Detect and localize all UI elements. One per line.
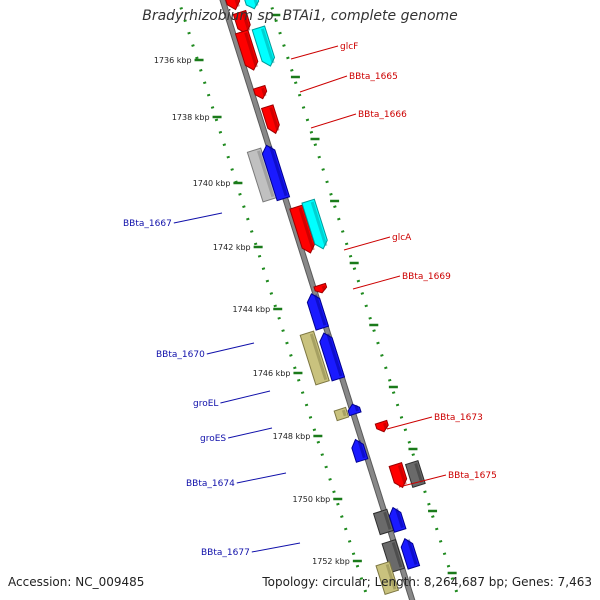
- gene-feature-14: [299, 330, 330, 386]
- gene-feature-20: [388, 461, 408, 489]
- leader-left-4: [228, 427, 273, 439]
- gene-feature-7: [260, 104, 280, 135]
- gene-feature-13: [306, 293, 330, 331]
- outer-ring-left: [177, 0, 370, 600]
- gene-feature-11: [301, 198, 328, 250]
- leader-left-2: [206, 342, 255, 355]
- leader-right-3: [310, 113, 357, 129]
- accession-text: Accession: NC_009485: [8, 575, 145, 589]
- position-label-5: 1744 kbp: [233, 305, 271, 314]
- outer-ring-right: [268, 0, 461, 600]
- position-label-3: 1740 kbp: [193, 179, 231, 188]
- gene-label-left-3: groEL: [193, 399, 218, 409]
- gene-feature-16: [333, 406, 350, 422]
- gene-feature-21: [404, 459, 426, 489]
- gene-label-left-1: BBta_1667: [123, 219, 172, 229]
- gene-feature-26: [375, 560, 400, 596]
- gene-feature-12: [313, 282, 328, 294]
- gene-label-left-5: BBta_1674: [186, 479, 235, 489]
- gene-feature-6: [252, 84, 268, 100]
- gene-label-right-3: BBta_1666: [358, 110, 407, 120]
- leader-left-3: [220, 390, 271, 404]
- position-label-8: 1750 kbp: [293, 495, 331, 504]
- position-label-7: 1748 kbp: [273, 432, 311, 441]
- gene-feature-15: [319, 332, 346, 382]
- gene-feature-1: [232, 9, 251, 35]
- gene-label-right-4: glcA: [392, 233, 412, 243]
- gene-feature-9: [261, 144, 291, 202]
- genome-title: Bradyrhizobium sp. BTAi1, complete genom…: [142, 8, 458, 24]
- gene-label-right-2: BBta_1665: [349, 72, 398, 82]
- gene-label-left-6: BBta_1677: [201, 548, 250, 558]
- leader-left-6: [251, 542, 301, 553]
- gene-label-right-5: BBta_1669: [402, 272, 451, 282]
- gene-label-left-4: groES: [200, 434, 226, 444]
- gene-feature-18: [374, 419, 389, 433]
- gene-feature-2: [243, 0, 260, 10]
- topology-info-text: Topology: circular; Length: 8,264,687 bp…: [262, 575, 592, 589]
- gene-label-right-6: BBta_1673: [434, 413, 483, 423]
- position-label-1: 1736 kbp: [154, 56, 192, 65]
- gene-feature-10: [289, 204, 316, 254]
- leader-right-6: [386, 416, 433, 430]
- leader-right-1: [290, 45, 339, 60]
- leader-right-7: [398, 474, 447, 488]
- gene-label-left-2: BBta_1670: [156, 350, 205, 360]
- leader-left-5: [236, 472, 287, 484]
- gene-feature-17: [347, 403, 362, 417]
- position-label-4: 1742 kbp: [213, 243, 251, 252]
- leader-right-5: [352, 275, 401, 290]
- gene-feature-4: [251, 25, 276, 67]
- gene-feature-23: [388, 506, 407, 533]
- gene-label-right-7: BBta_1675: [448, 471, 497, 481]
- leader-left-1: [173, 212, 223, 224]
- gene-feature-3: [222, 0, 241, 11]
- gene-label-right-1: glcF: [340, 42, 358, 52]
- gene-feature-19: [351, 438, 369, 463]
- leader-right-4: [343, 236, 391, 251]
- position-label-9: 1752 kbp: [312, 557, 350, 566]
- gene-feature-24: [400, 537, 421, 570]
- position-label-6: 1746 kbp: [253, 369, 291, 378]
- leader-right-2: [299, 75, 348, 93]
- position-label-2: 1738 kbp: [172, 113, 210, 122]
- gene-feature-5: [234, 29, 259, 71]
